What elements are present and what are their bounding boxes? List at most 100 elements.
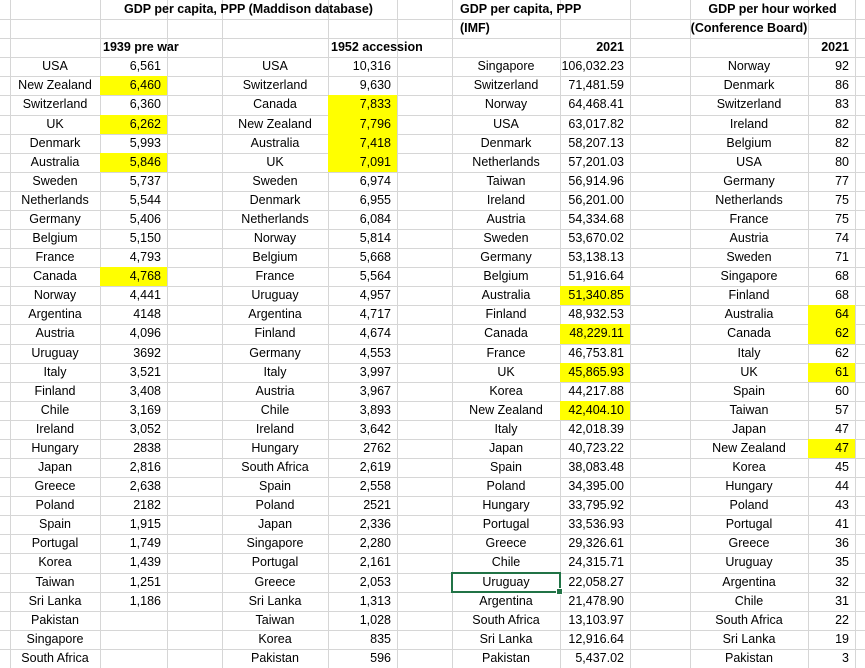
value-cell[interactable]: 2762 — [363, 440, 391, 455]
value-cell[interactable]: 44 — [835, 479, 849, 494]
value-cell[interactable]: 2182 — [133, 498, 161, 513]
value-cell[interactable]: 3,642 — [359, 421, 391, 436]
value-cell[interactable]: 38,083.48 — [568, 460, 624, 475]
value-cell[interactable]: 51,340.85 — [560, 286, 630, 306]
value-cell[interactable]: 1,251 — [129, 574, 161, 589]
country-cell[interactable]: Sri Lanka — [722, 631, 776, 646]
country-cell[interactable]: Canada — [33, 269, 77, 284]
country-cell[interactable]: Poland — [35, 498, 75, 513]
value-cell[interactable]: 7,833 — [328, 95, 397, 115]
value-cell[interactable]: 56,201.00 — [568, 192, 624, 207]
country-cell[interactable]: Canada — [484, 326, 528, 341]
value-cell[interactable]: 3,169 — [129, 402, 161, 417]
country-cell[interactable]: Hungary — [725, 479, 773, 494]
country-cell[interactable]: Italy — [43, 364, 67, 379]
country-cell[interactable]: Finland — [728, 288, 770, 303]
value-cell[interactable]: 92 — [835, 59, 849, 74]
value-cell[interactable]: 42,404.10 — [560, 400, 630, 420]
country-cell[interactable]: Sweden — [252, 173, 298, 188]
value-cell[interactable]: 1,186 — [129, 593, 161, 608]
country-cell[interactable]: Switzerland — [473, 78, 539, 93]
value-cell[interactable]: 31 — [835, 593, 849, 608]
value-cell[interactable]: 82 — [835, 135, 849, 150]
value-cell[interactable]: 62 — [835, 345, 849, 360]
country-cell[interactable]: Ireland — [729, 116, 769, 131]
country-cell[interactable]: Portugal — [725, 517, 773, 532]
country-cell[interactable]: Austria — [729, 231, 769, 246]
country-cell[interactable]: South Africa — [472, 612, 540, 627]
country-cell[interactable]: Japan — [731, 421, 767, 436]
country-cell[interactable]: Finland — [254, 326, 296, 341]
value-cell[interactable]: 2,619 — [359, 460, 391, 475]
fill-handle[interactable] — [556, 587, 563, 595]
country-cell[interactable]: Japan — [257, 517, 293, 532]
country-cell[interactable]: Sri Lanka — [248, 593, 302, 608]
country-cell[interactable]: Korea — [38, 555, 72, 570]
value-cell[interactable]: 3,997 — [359, 364, 391, 379]
country-cell[interactable]: Netherlands — [241, 211, 309, 226]
value-cell[interactable]: 60 — [835, 383, 849, 398]
country-cell[interactable]: Greece — [485, 536, 527, 551]
value-cell[interactable]: 4,957 — [359, 288, 391, 303]
value-cell[interactable]: 5,993 — [129, 135, 161, 150]
value-cell[interactable]: 5,406 — [129, 211, 161, 226]
value-cell[interactable]: 24,315.71 — [568, 555, 624, 570]
value-cell[interactable]: 4,553 — [359, 345, 391, 360]
value-cell[interactable]: 10,316 — [352, 59, 391, 74]
country-cell[interactable]: Finland — [485, 307, 527, 322]
value-cell[interactable]: 64 — [808, 305, 855, 325]
country-cell[interactable]: Norway — [33, 288, 77, 303]
country-cell[interactable]: Chile — [260, 402, 290, 417]
value-cell[interactable]: 33,795.92 — [568, 498, 624, 513]
country-cell[interactable]: Austria — [35, 326, 75, 341]
country-cell[interactable]: Chile — [40, 402, 70, 417]
value-cell[interactable] — [100, 630, 167, 649]
value-cell[interactable]: 58,207.13 — [568, 135, 624, 150]
value-cell[interactable]: 62 — [808, 324, 855, 344]
value-cell[interactable]: 82 — [835, 116, 849, 131]
value-cell[interactable]: 7,796 — [328, 114, 397, 134]
country-cell[interactable]: Portugal — [251, 555, 299, 570]
country-cell[interactable]: South Africa — [21, 650, 89, 665]
value-cell[interactable]: 1,915 — [129, 517, 161, 532]
country-cell[interactable]: Sweden — [726, 250, 772, 265]
country-cell[interactable]: Hungary — [31, 440, 79, 455]
value-cell[interactable]: 1,749 — [129, 536, 161, 551]
header-1952-accession[interactable]: 1952 accession — [331, 40, 423, 55]
country-cell[interactable]: Netherlands — [715, 192, 783, 207]
value-cell[interactable]: 56,914.96 — [568, 173, 624, 188]
value-cell[interactable]: 51,916.64 — [568, 269, 624, 284]
value-cell[interactable]: 21,478.90 — [568, 593, 624, 608]
value-cell[interactable]: 6,974 — [359, 173, 391, 188]
value-cell[interactable]: 6,955 — [359, 192, 391, 207]
value-cell[interactable]: 45,865.93 — [560, 362, 630, 382]
header-maddison-title[interactable]: GDP per capita, PPP (Maddison database) — [124, 2, 373, 16]
country-cell[interactable]: Singapore — [720, 269, 778, 284]
value-cell[interactable]: 57 — [835, 402, 849, 417]
value-cell[interactable]: 83 — [835, 97, 849, 112]
country-cell[interactable]: Sweden — [483, 231, 529, 246]
value-cell[interactable]: 3692 — [133, 345, 161, 360]
value-cell[interactable]: 2,161 — [359, 555, 391, 570]
country-cell[interactable]: France — [255, 269, 295, 284]
country-cell[interactable]: Italy — [494, 421, 518, 436]
country-cell[interactable]: Sweden — [32, 173, 78, 188]
value-cell[interactable]: 77 — [835, 173, 849, 188]
country-cell[interactable]: Uruguay — [251, 288, 299, 303]
country-cell[interactable]: Australia — [724, 307, 774, 322]
value-cell[interactable]: 3 — [842, 650, 849, 665]
value-cell[interactable]: 47 — [835, 421, 849, 436]
value-cell[interactable]: 835 — [370, 631, 391, 646]
country-cell[interactable]: Argentina — [28, 307, 82, 322]
value-cell[interactable]: 86 — [835, 78, 849, 93]
country-cell[interactable]: Singapore — [246, 536, 304, 551]
value-cell[interactable]: 6,360 — [129, 97, 161, 112]
country-cell[interactable]: Taiwan — [35, 574, 75, 589]
country-cell[interactable]: Spain — [39, 517, 71, 532]
value-cell[interactable]: 42,018.39 — [568, 421, 624, 436]
country-cell[interactable]: Argentina — [248, 307, 302, 322]
value-cell[interactable]: 75 — [835, 211, 849, 226]
country-cell[interactable]: Canada — [253, 97, 297, 112]
header-2021-conference-board[interactable]: 2021 — [821, 40, 849, 55]
country-cell[interactable]: Belgium — [32, 231, 78, 246]
